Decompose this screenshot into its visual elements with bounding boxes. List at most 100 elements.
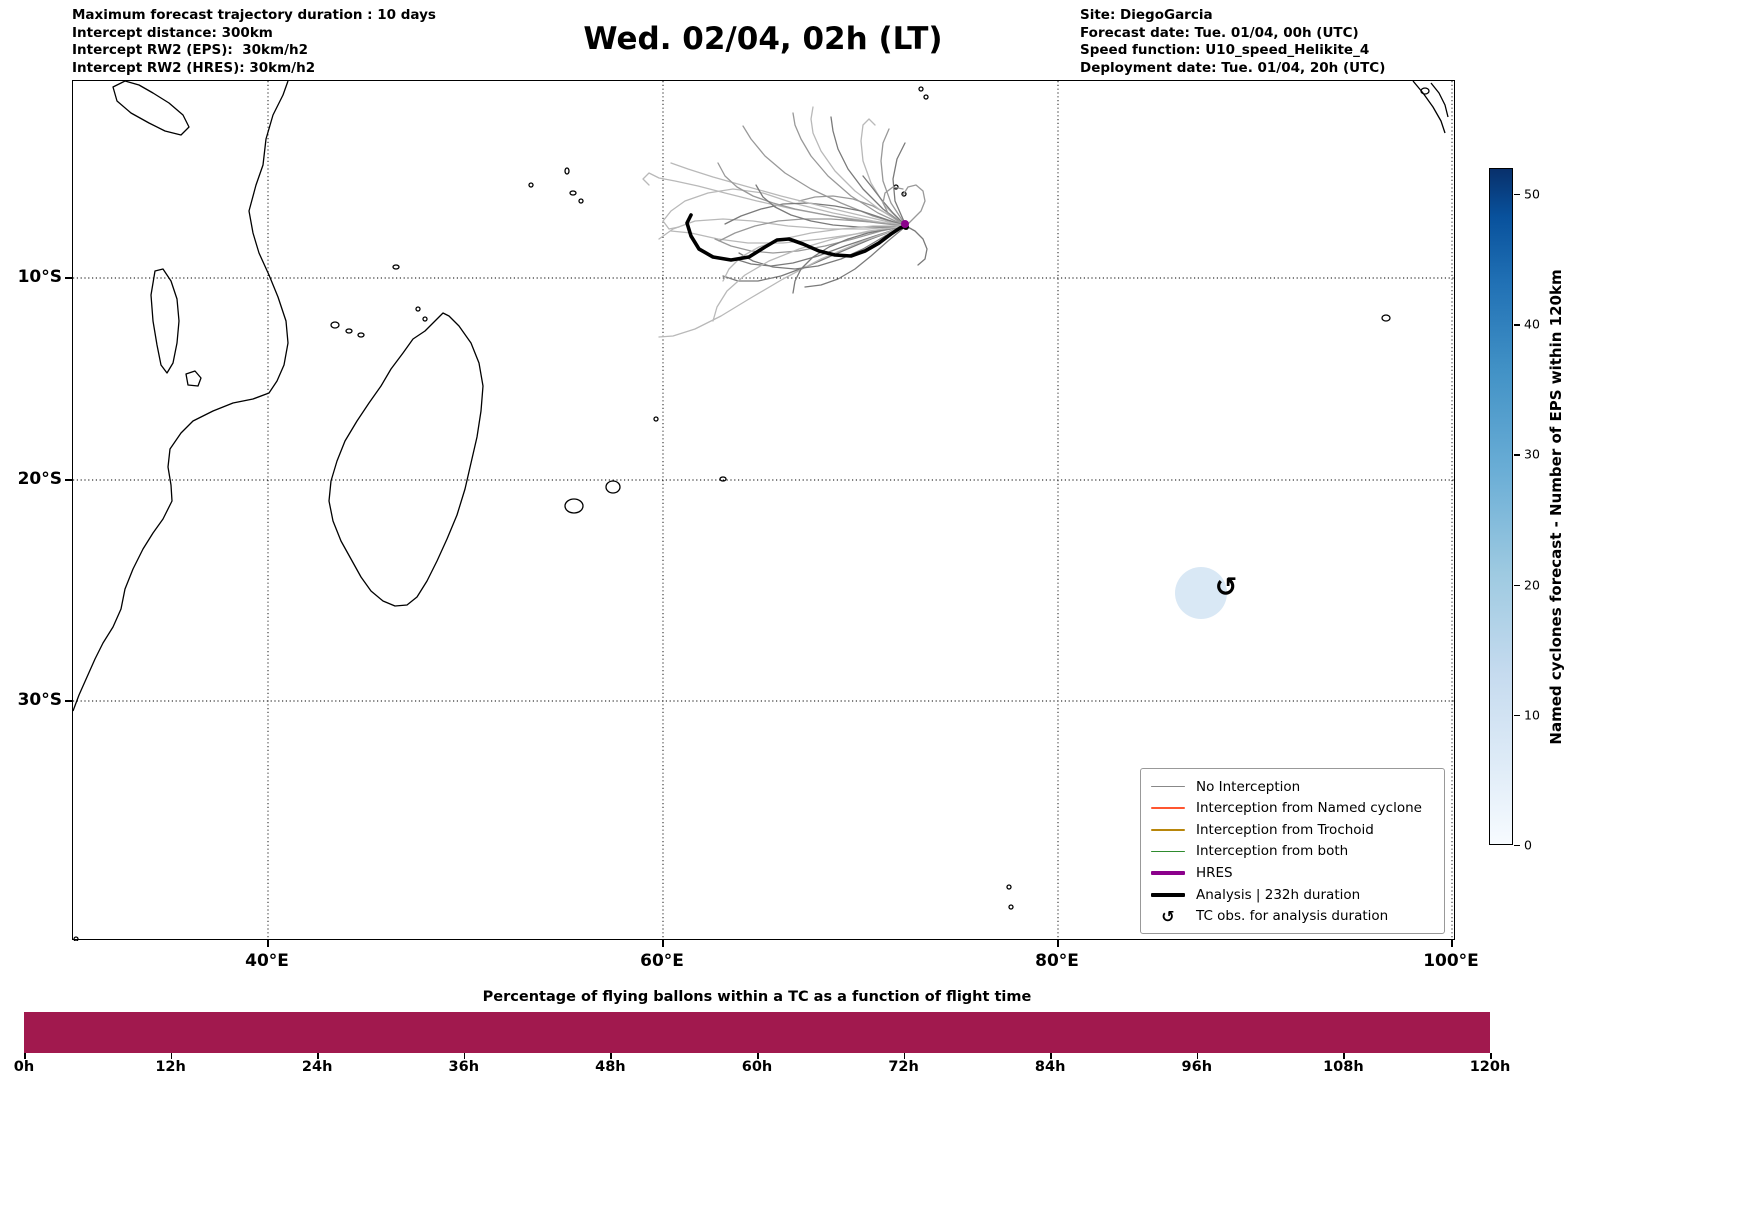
flight-time-tick-mark (317, 1053, 319, 1059)
x-tick-mark (1451, 940, 1453, 947)
flight-time-tick-label: 120h (1469, 1059, 1511, 1075)
x-tick-label: 80°E (1035, 951, 1079, 971)
x-tick-label: 40°E (245, 951, 289, 971)
ensemble-trajectory (862, 175, 907, 227)
colorbar-tick-mark (1514, 714, 1520, 717)
map-canvas: ↺ (73, 81, 1456, 941)
colorbar (1489, 168, 1513, 845)
island (1420, 87, 1430, 95)
island (923, 94, 929, 100)
flight-time-tick-label: 108h (1323, 1059, 1364, 1075)
legend-label: TC obs. for analysis duration (1196, 908, 1389, 925)
y-tick-mark (65, 277, 72, 279)
legend: No Interception Interception from Named c… (1140, 767, 1445, 934)
ensemble-trajectory (714, 225, 907, 254)
legend-line-sample (1147, 871, 1189, 876)
header-line: Site: DiegoGarcia (1080, 7, 1213, 23)
flight-time-tick-label: 84h (1034, 1059, 1066, 1075)
coastline (1430, 82, 1449, 118)
flight-time-tick-mark (1490, 1053, 1492, 1059)
header-line: Intercept distance: 300km (72, 24, 273, 41)
colorbar-tick-mark (1514, 194, 1520, 196)
y-tick-mark (65, 479, 72, 481)
tc-eps-shading (1175, 567, 1227, 619)
flight-time-tick-mark (1196, 1053, 1199, 1059)
y-tick-label: 10°S (17, 267, 62, 287)
header-line: Intercept RW2 (EPS): 30km/h2 (72, 42, 308, 58)
y-tick-label: 20°S (17, 469, 62, 489)
island (901, 191, 907, 197)
legend-line (1151, 871, 1185, 876)
flight-time-tick-label: 60h (741, 1059, 773, 1075)
y-tick-mark (65, 700, 72, 702)
legend-item: HRES (1147, 862, 1438, 884)
flight-time-tick-mark (170, 1053, 173, 1059)
analysis-trajectory (685, 213, 908, 262)
island (1008, 904, 1014, 910)
legend-label: Interception from Trochoid (1196, 821, 1374, 838)
legend-item: Interception from both (1147, 841, 1438, 863)
colorbar-label: Named cyclones forecast - Number of EPS … (1547, 269, 1565, 745)
legend-item: No Interception (1147, 776, 1438, 798)
flight-time-tick-mark (757, 1053, 759, 1059)
colorbar-tick-mark (1514, 845, 1520, 847)
flight-time-tick-mark (903, 1053, 906, 1059)
site-info-block: Site: DiegoGarcia Forecast date: Tue. 01/… (1080, 7, 1385, 77)
flight-time-tick-mark (24, 1053, 26, 1059)
island (528, 182, 534, 188)
y-tick-label: 30°S (17, 690, 62, 710)
x-tick-mark (662, 940, 664, 947)
island (392, 264, 400, 270)
trajectory-map: ↺ No Interception Interception from Named… (72, 80, 1456, 941)
legend-line (1151, 892, 1185, 897)
legend-line-sample (1147, 829, 1189, 831)
legend-item: ↺ TC obs. for analysis duration (1147, 905, 1438, 927)
ensemble-trajectory (830, 116, 907, 227)
legend-line-sample (1147, 850, 1189, 853)
ensemble-trajectory (717, 162, 907, 227)
coastline (185, 370, 202, 387)
flight-time-tick-mark (610, 1053, 612, 1059)
island (1006, 884, 1012, 890)
header-line: Deployment date: Tue. 01/04, 20h (UTC) (1080, 59, 1386, 76)
x-tick-label: 60°E (640, 951, 684, 971)
coastline (1412, 81, 1446, 134)
ensemble-trajectory (804, 225, 907, 288)
island (569, 190, 577, 196)
header-line: Intercept RW2 (HRES): 30km/h2 (72, 59, 316, 76)
bottom-chart-title: Percentage of flying ballons within a TC… (482, 989, 1032, 1005)
island (564, 167, 570, 175)
island (357, 332, 365, 338)
header-line: Forecast date: Tue. 01/04, 00h (UTC) (1080, 24, 1359, 41)
island (422, 316, 428, 322)
island (330, 321, 340, 329)
colorbar-tick-label: 0 (1524, 837, 1532, 853)
island (578, 198, 584, 204)
legend-line-sample (1147, 892, 1189, 897)
coastline (328, 312, 484, 607)
coastline (73, 81, 289, 712)
x-tick-mark (1057, 940, 1059, 947)
ensemble-trajectory (902, 184, 926, 227)
flight-time-tick-label: 12h (155, 1059, 186, 1075)
hres-marker (901, 220, 909, 228)
ensemble-trajectory (738, 225, 907, 270)
ensemble-trajectory (658, 225, 907, 338)
legend-line (1151, 785, 1185, 788)
x-tick-mark (267, 940, 269, 947)
ensemble-trajectory (892, 142, 907, 227)
island (345, 328, 353, 334)
flight-time-tick-label: 96h (1181, 1059, 1213, 1075)
forecast-parameters-block: Maximum forecast trajectory duration : 1… (72, 7, 436, 77)
ensemble-trajectory (670, 162, 907, 227)
flight-time-tick-label: 72h (888, 1059, 919, 1075)
legend-item: Analysis | 232h duration (1147, 884, 1438, 906)
ensemble-trajectory (722, 225, 907, 282)
legend-label: HRES (1196, 865, 1233, 882)
island (653, 416, 659, 422)
tc-observation-icon: ↺ (1215, 572, 1238, 603)
colorbar-tick-label: 40 (1524, 316, 1540, 332)
ensemble-trajectory (880, 128, 907, 227)
ensemble-trajectory (882, 186, 907, 227)
